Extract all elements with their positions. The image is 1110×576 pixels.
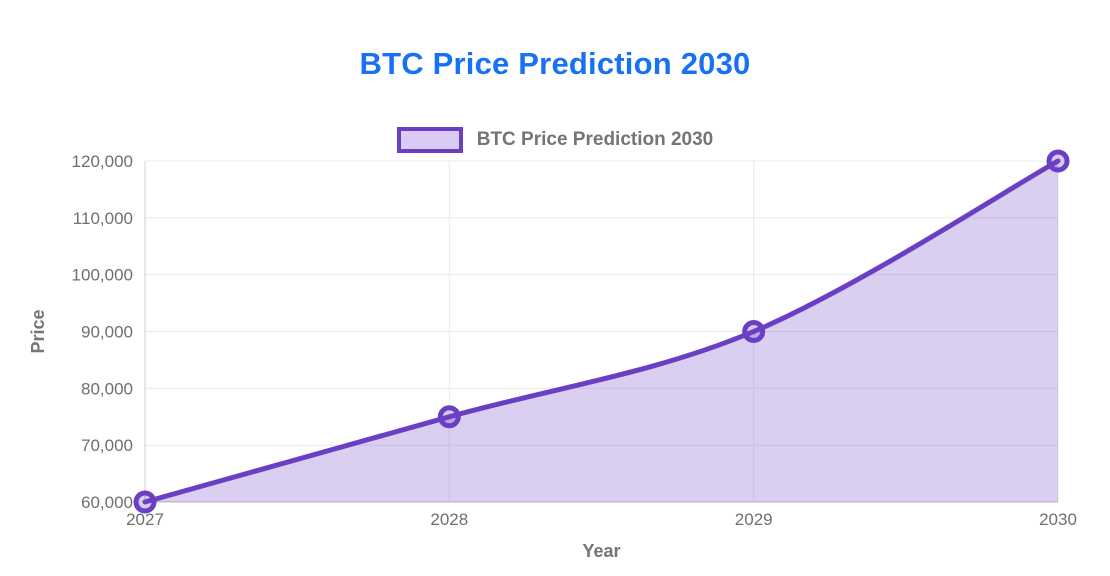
legend-item[interactable]: BTC Price Prediction 2030 bbox=[0, 127, 1110, 153]
y-tick-label: 60,000 bbox=[81, 493, 133, 512]
x-tick-label: 2030 bbox=[1039, 510, 1077, 529]
data-point-marker[interactable] bbox=[437, 405, 461, 429]
y-tick-label: 80,000 bbox=[81, 379, 133, 398]
x-tick-label: 2029 bbox=[735, 510, 773, 529]
chart-title: BTC Price Prediction 2030 bbox=[359, 46, 751, 81]
legend-label: BTC Price Prediction 2030 bbox=[476, 129, 714, 150]
y-tick-label: 120,000 bbox=[72, 152, 133, 171]
data-point-marker[interactable] bbox=[133, 490, 157, 514]
x-tick-label: 2027 bbox=[126, 510, 164, 529]
data-point-marker[interactable] bbox=[742, 320, 766, 343]
y-axis-title: Price bbox=[28, 309, 48, 353]
y-tick-label: 90,000 bbox=[81, 323, 133, 342]
series-area-fill bbox=[145, 161, 1058, 502]
y-tick-label: 110,000 bbox=[73, 209, 133, 228]
legend-swatch bbox=[396, 127, 463, 153]
y-tick-label: 70,000 bbox=[81, 436, 133, 455]
y-tick-label: 100,000 bbox=[72, 266, 133, 285]
series-line bbox=[142, 158, 1061, 505]
x-tick-label: 2028 bbox=[430, 510, 468, 529]
x-axis-title: Year bbox=[582, 541, 620, 561]
data-point-marker[interactable] bbox=[1046, 149, 1070, 173]
